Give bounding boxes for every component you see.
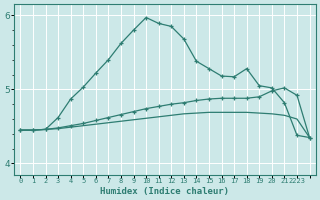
- X-axis label: Humidex (Indice chaleur): Humidex (Indice chaleur): [100, 187, 229, 196]
